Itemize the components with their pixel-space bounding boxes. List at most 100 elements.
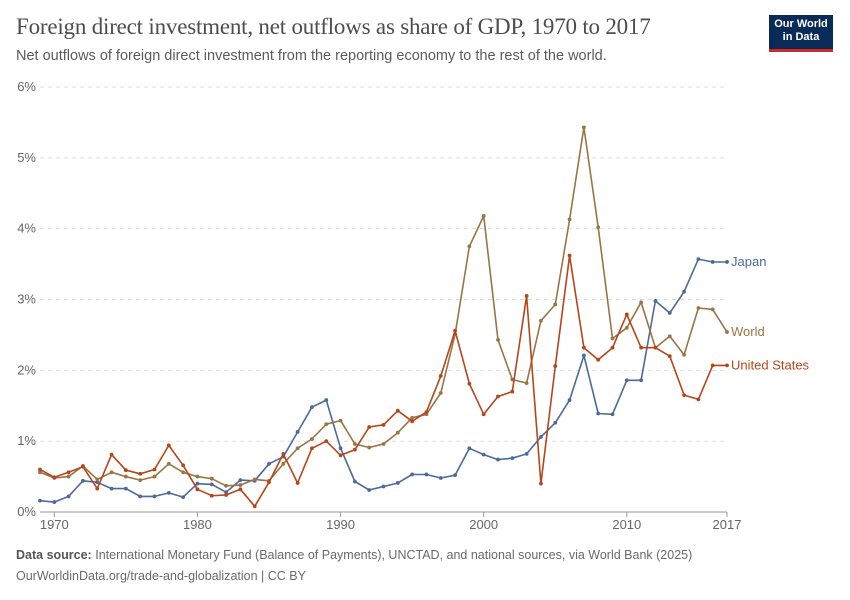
chart-subtitle: Net outflows of foreign direct investmen… bbox=[16, 48, 607, 64]
data-point bbox=[152, 474, 157, 479]
data-point bbox=[481, 214, 486, 218]
data-point bbox=[596, 357, 601, 362]
data-point bbox=[181, 470, 186, 475]
series-label-japan: Japan bbox=[731, 254, 766, 269]
data-point bbox=[352, 442, 357, 446]
data-point bbox=[195, 481, 200, 486]
data-point bbox=[438, 374, 443, 378]
data-point bbox=[324, 439, 329, 444]
series-japan bbox=[38, 257, 729, 504]
url-line[interactable]: OurWorldinData.org/trade-and-globalizati… bbox=[16, 569, 306, 583]
data-point bbox=[510, 456, 515, 461]
data-point bbox=[66, 494, 71, 499]
x-tick-label: 1990 bbox=[326, 517, 355, 532]
data-point bbox=[166, 443, 171, 448]
data-point bbox=[109, 470, 114, 475]
data-point bbox=[252, 477, 257, 482]
data-point bbox=[281, 461, 286, 466]
data-point bbox=[596, 411, 601, 416]
data-point bbox=[481, 452, 486, 457]
data-point bbox=[725, 330, 729, 334]
data-point bbox=[596, 225, 601, 230]
data-point bbox=[539, 318, 543, 323]
data-point bbox=[224, 493, 228, 497]
data-point bbox=[624, 378, 629, 383]
source-note: Data source: International Monetary Fund… bbox=[16, 548, 692, 562]
data-point bbox=[367, 445, 372, 450]
data-point bbox=[267, 480, 271, 485]
data-point bbox=[639, 378, 644, 383]
data-point bbox=[95, 480, 100, 485]
data-point bbox=[725, 260, 729, 264]
series-label-united-states: United States bbox=[731, 357, 810, 372]
data-point bbox=[281, 452, 286, 456]
data-point bbox=[224, 483, 228, 488]
data-point bbox=[295, 430, 300, 434]
data-point bbox=[310, 405, 314, 410]
data-point bbox=[710, 260, 715, 264]
series-line-united-states[interactable] bbox=[39, 254, 727, 508]
data-point bbox=[524, 381, 529, 385]
data-point bbox=[453, 328, 457, 333]
data-point bbox=[352, 447, 357, 452]
data-point bbox=[725, 363, 729, 368]
data-point bbox=[66, 474, 71, 479]
data-point bbox=[467, 446, 472, 451]
data-point bbox=[395, 430, 400, 435]
logo-line-1: Our World bbox=[774, 18, 828, 30]
data-point bbox=[424, 472, 429, 477]
x-axis: 1970 1980 1990 2000 2010 2017 bbox=[40, 511, 742, 532]
data-point bbox=[352, 479, 357, 484]
chart-title: Foreign direct investment, net outflows … bbox=[16, 14, 651, 39]
data-point bbox=[624, 312, 629, 317]
data-point bbox=[481, 412, 486, 417]
x-tick-label: 2000 bbox=[469, 517, 498, 532]
owid-logo[interactable]: Our World in Data bbox=[769, 15, 833, 52]
data-point bbox=[453, 473, 457, 478]
data-point bbox=[224, 490, 228, 495]
data-point bbox=[381, 442, 386, 446]
data-point bbox=[395, 481, 400, 485]
series-line-japan[interactable] bbox=[39, 258, 727, 503]
x-tick-label: 2010 bbox=[612, 517, 641, 532]
data-point bbox=[52, 475, 57, 480]
data-point bbox=[539, 481, 543, 486]
data-point bbox=[581, 345, 586, 350]
series-group bbox=[38, 125, 729, 509]
x-tick-label: 2017 bbox=[713, 517, 742, 532]
data-point bbox=[410, 419, 415, 424]
data-point bbox=[610, 412, 615, 417]
y-tick-label: 6% bbox=[17, 79, 36, 94]
data-point bbox=[381, 484, 386, 489]
data-point bbox=[682, 352, 686, 357]
data-point bbox=[166, 461, 171, 466]
data-point bbox=[195, 474, 200, 479]
data-point bbox=[710, 363, 715, 368]
data-point bbox=[123, 486, 128, 491]
series-labels: Japan World United States bbox=[731, 254, 810, 372]
data-point bbox=[467, 381, 472, 386]
data-point bbox=[109, 486, 114, 491]
data-point bbox=[381, 422, 386, 427]
data-point bbox=[123, 474, 128, 479]
data-point bbox=[410, 472, 415, 477]
grid-lines bbox=[40, 86, 727, 442]
data-point bbox=[367, 425, 372, 429]
data-point bbox=[95, 486, 100, 491]
data-point bbox=[66, 470, 71, 475]
data-point bbox=[667, 334, 672, 339]
data-point bbox=[653, 345, 658, 350]
series-line-world[interactable] bbox=[39, 126, 728, 487]
data-point bbox=[81, 478, 85, 483]
data-point bbox=[653, 299, 658, 303]
data-point bbox=[553, 364, 558, 368]
logo-line-2: in Data bbox=[782, 31, 820, 43]
y-tick-label: 3% bbox=[17, 292, 36, 307]
data-point bbox=[252, 504, 257, 509]
data-point bbox=[424, 410, 429, 415]
data-point bbox=[367, 488, 372, 492]
series-united-states bbox=[38, 253, 729, 509]
data-point bbox=[181, 463, 186, 468]
data-point bbox=[310, 446, 314, 451]
